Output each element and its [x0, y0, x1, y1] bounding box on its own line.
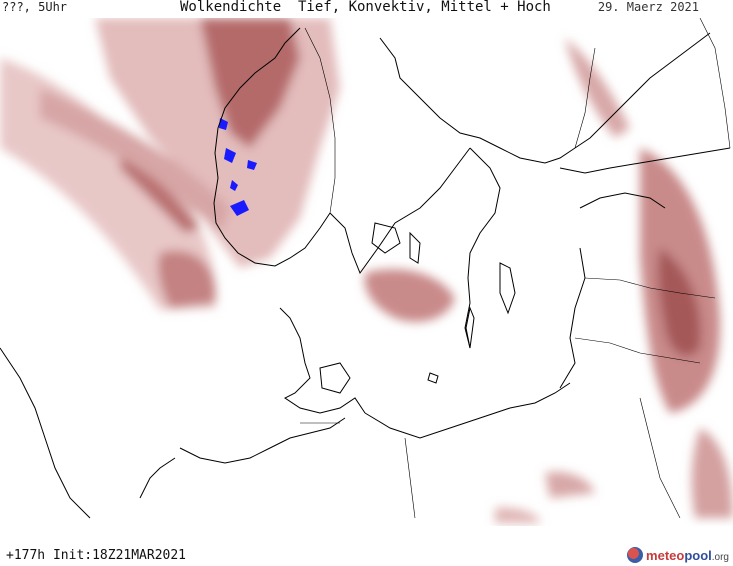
coast-estonia: [579, 192, 666, 209]
valid-time-label: ???, 5Uhr: [2, 0, 68, 14]
lake-vattern: [409, 231, 421, 264]
island-oland: [465, 306, 475, 349]
map-header: ???, 5Uhr Wolkendichte Tief, Konvektiv, …: [0, 0, 733, 20]
map-title: Wolkendichte Tief, Konvektiv, Mittel + H…: [180, 0, 551, 15]
cloud-patch-ne: [565, 38, 630, 138]
border-poland-germany: [404, 437, 416, 519]
borders: [300, 18, 731, 519]
coast-denmark: [279, 307, 366, 414]
cloud-patch-bottom: [545, 471, 595, 498]
precip-cell: [247, 160, 257, 170]
precip-cell: [230, 180, 238, 191]
coast-norway: [213, 27, 331, 267]
coast-germany: [179, 417, 346, 464]
cloud-patch-south: [158, 250, 216, 308]
run-info: +177h Init:18Z21MAR2021: [6, 548, 187, 563]
logo-suffix: .org: [711, 551, 729, 563]
forecast-date: 29. Maerz 2021: [597, 0, 699, 14]
cloud-cover-layer: [0, 18, 733, 523]
border-finland-russia: [699, 18, 731, 149]
cloud-patch-se: [691, 428, 733, 518]
coast-uk-east: [0, 347, 91, 519]
border-baltic-interior: [584, 277, 716, 299]
cloud-core-west: [120, 158, 200, 233]
island-bornholm: [427, 372, 439, 384]
precip-cell: [224, 148, 236, 163]
coast-finland: [574, 32, 711, 149]
meteopool-logo[interactable]: meteopool.org: [627, 544, 729, 566]
coast-netherlands: [139, 457, 176, 499]
border-sweden-finland: [574, 47, 596, 149]
meteopool-logo-icon: [627, 547, 644, 563]
meteopool-logo-text: meteopool.org: [646, 548, 729, 563]
cloud-patch-skagerrak: [364, 269, 455, 322]
coastlines: [0, 27, 731, 519]
border-poland-east: [639, 397, 681, 519]
cloud-core-east: [657, 248, 701, 357]
coast-baltic-states: [559, 247, 586, 389]
cloud-band-diagonal: [40, 88, 230, 233]
cloud-cover-map: [0, 18, 733, 523]
coast-gulf-bothnia: [379, 37, 576, 164]
map-footer: +177h Init:18Z21MAR2021 meteopool.org: [0, 526, 733, 566]
border-baltic-interior2: [574, 337, 701, 364]
island-zealand: [319, 362, 351, 394]
logo-word-b: pool: [684, 547, 712, 563]
border-norway-sweden: [304, 27, 336, 214]
cloud-patch-bottom2: [495, 507, 540, 523]
cloud-core-norway: [200, 18, 300, 148]
coast-sweden-west: [329, 147, 471, 275]
coast-sweden-east: [464, 147, 501, 349]
precip-layer: [219, 118, 257, 216]
precip-cell: [230, 200, 249, 216]
coast-finland-south: [559, 147, 731, 174]
island-gotland: [499, 262, 516, 315]
logo-word-a: meteo: [646, 547, 685, 563]
lake-vanern: [371, 222, 401, 254]
coast-south-baltic: [364, 382, 571, 439]
precip-cell: [219, 118, 228, 130]
